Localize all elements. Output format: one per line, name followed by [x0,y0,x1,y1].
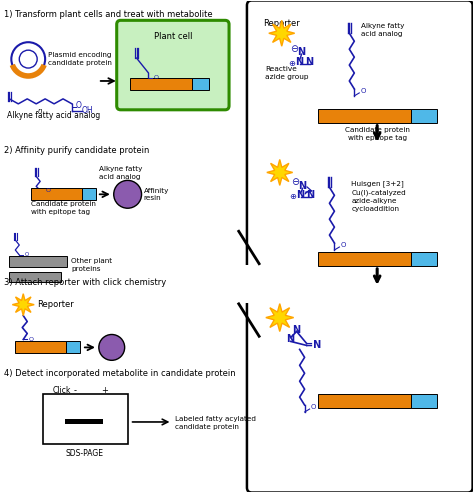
FancyBboxPatch shape [117,20,229,110]
Text: Alkyne fatty
acid analog: Alkyne fatty acid analog [361,23,405,37]
Text: n: n [38,108,42,114]
Text: N: N [297,190,305,200]
Text: Reporter: Reporter [37,300,74,309]
Circle shape [11,42,45,76]
Text: Candidate protein
with epitope tag: Candidate protein with epitope tag [31,201,96,215]
Text: N: N [298,47,306,57]
Bar [15,342,66,353]
Bar [31,188,82,200]
Circle shape [99,334,125,360]
Bar [43,394,128,444]
Bar [410,109,437,123]
Text: N: N [307,190,315,200]
Text: OH: OH [82,106,93,115]
Text: O: O [340,242,346,248]
Bar [318,109,410,123]
Text: 2) Affinity purify candidate protein: 2) Affinity purify candidate protein [4,145,150,155]
FancyBboxPatch shape [247,0,473,493]
Text: Alkyne fatty
acid analog: Alkyne fatty acid analog [99,167,142,180]
Text: Labeled fatty acylated
candidate protein: Labeled fatty acylated candidate protein [175,416,256,430]
Text: Reporter: Reporter [264,19,300,28]
Circle shape [114,180,142,208]
Text: N: N [292,324,301,335]
Bar [191,78,209,90]
Bar [318,394,410,408]
Text: O: O [76,102,82,110]
Text: -: - [73,386,76,395]
Text: 4) Detect incorporated metabolite in candidate protein: 4) Detect incorporated metabolite in can… [4,369,236,378]
Bar [240,265,260,303]
Bar [66,342,80,353]
Polygon shape [12,294,34,316]
Text: 1) Transform plant cells and treat with metabolite: 1) Transform plant cells and treat with … [4,10,213,19]
Text: Click: Click [53,386,72,395]
Text: O: O [154,75,158,80]
Text: ⊖: ⊖ [292,177,300,187]
Text: SDS-PAGE: SDS-PAGE [66,449,104,458]
Text: Affinity
resin: Affinity resin [144,188,169,201]
Text: N: N [296,57,304,67]
Bar [410,252,437,266]
Text: N: N [306,57,314,67]
Text: O: O [28,337,33,342]
Text: O: O [45,188,50,193]
Text: N: N [287,334,295,345]
Bar [9,256,67,267]
Text: Plant cell: Plant cell [154,32,192,41]
Circle shape [19,50,37,68]
Text: ⊕: ⊕ [289,192,296,201]
Polygon shape [269,20,295,46]
Text: O: O [310,404,316,410]
Bar [129,78,191,90]
Text: Plasmid encoding
candidate protein: Plasmid encoding candidate protein [48,52,112,66]
Text: =N: =N [305,341,321,351]
Text: O: O [24,252,28,257]
Text: Huisgen [3+2]
Cu(I)-catalyzed
azide-alkyne
cycloaddition: Huisgen [3+2] Cu(I)-catalyzed azide-alky… [351,180,406,211]
Text: O: O [360,88,365,94]
Bar [318,252,410,266]
Polygon shape [266,304,294,331]
Bar [82,188,96,200]
Text: Reactive
azide group: Reactive azide group [265,66,308,80]
Bar [9,272,61,282]
Polygon shape [267,160,292,185]
Text: Alkyne fatty acid analog: Alkyne fatty acid analog [8,111,100,120]
Text: ⊕: ⊕ [288,59,295,68]
Text: Candidate protein
with epitope tag: Candidate protein with epitope tag [345,127,410,141]
Text: +: + [101,386,108,395]
Text: N: N [299,181,307,191]
Text: 3) Attach reporter with click chemistry: 3) Attach reporter with click chemistry [4,278,167,287]
Bar [65,419,103,424]
Text: ⊖: ⊖ [291,44,299,54]
Text: Other plant
proteins: Other plant proteins [71,258,112,272]
Bar [410,394,437,408]
